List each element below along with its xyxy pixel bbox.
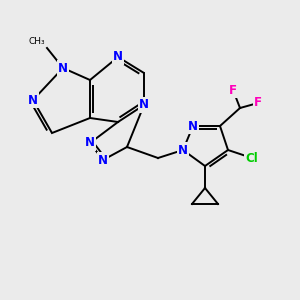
Text: CH₃: CH₃ xyxy=(28,37,45,46)
Text: N: N xyxy=(188,119,198,133)
Text: N: N xyxy=(58,61,68,74)
Text: Cl: Cl xyxy=(246,152,258,164)
Text: N: N xyxy=(85,136,95,149)
Text: F: F xyxy=(229,83,237,97)
Text: N: N xyxy=(28,94,38,106)
Text: N: N xyxy=(178,143,188,157)
Text: N: N xyxy=(113,50,123,64)
Text: N: N xyxy=(139,98,149,112)
Text: F: F xyxy=(254,97,262,110)
Text: N: N xyxy=(98,154,108,166)
